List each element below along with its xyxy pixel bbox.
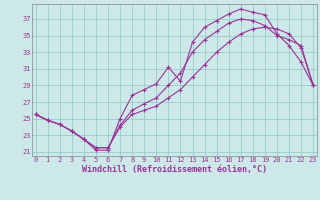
X-axis label: Windchill (Refroidissement éolien,°C): Windchill (Refroidissement éolien,°C) [82, 165, 267, 174]
